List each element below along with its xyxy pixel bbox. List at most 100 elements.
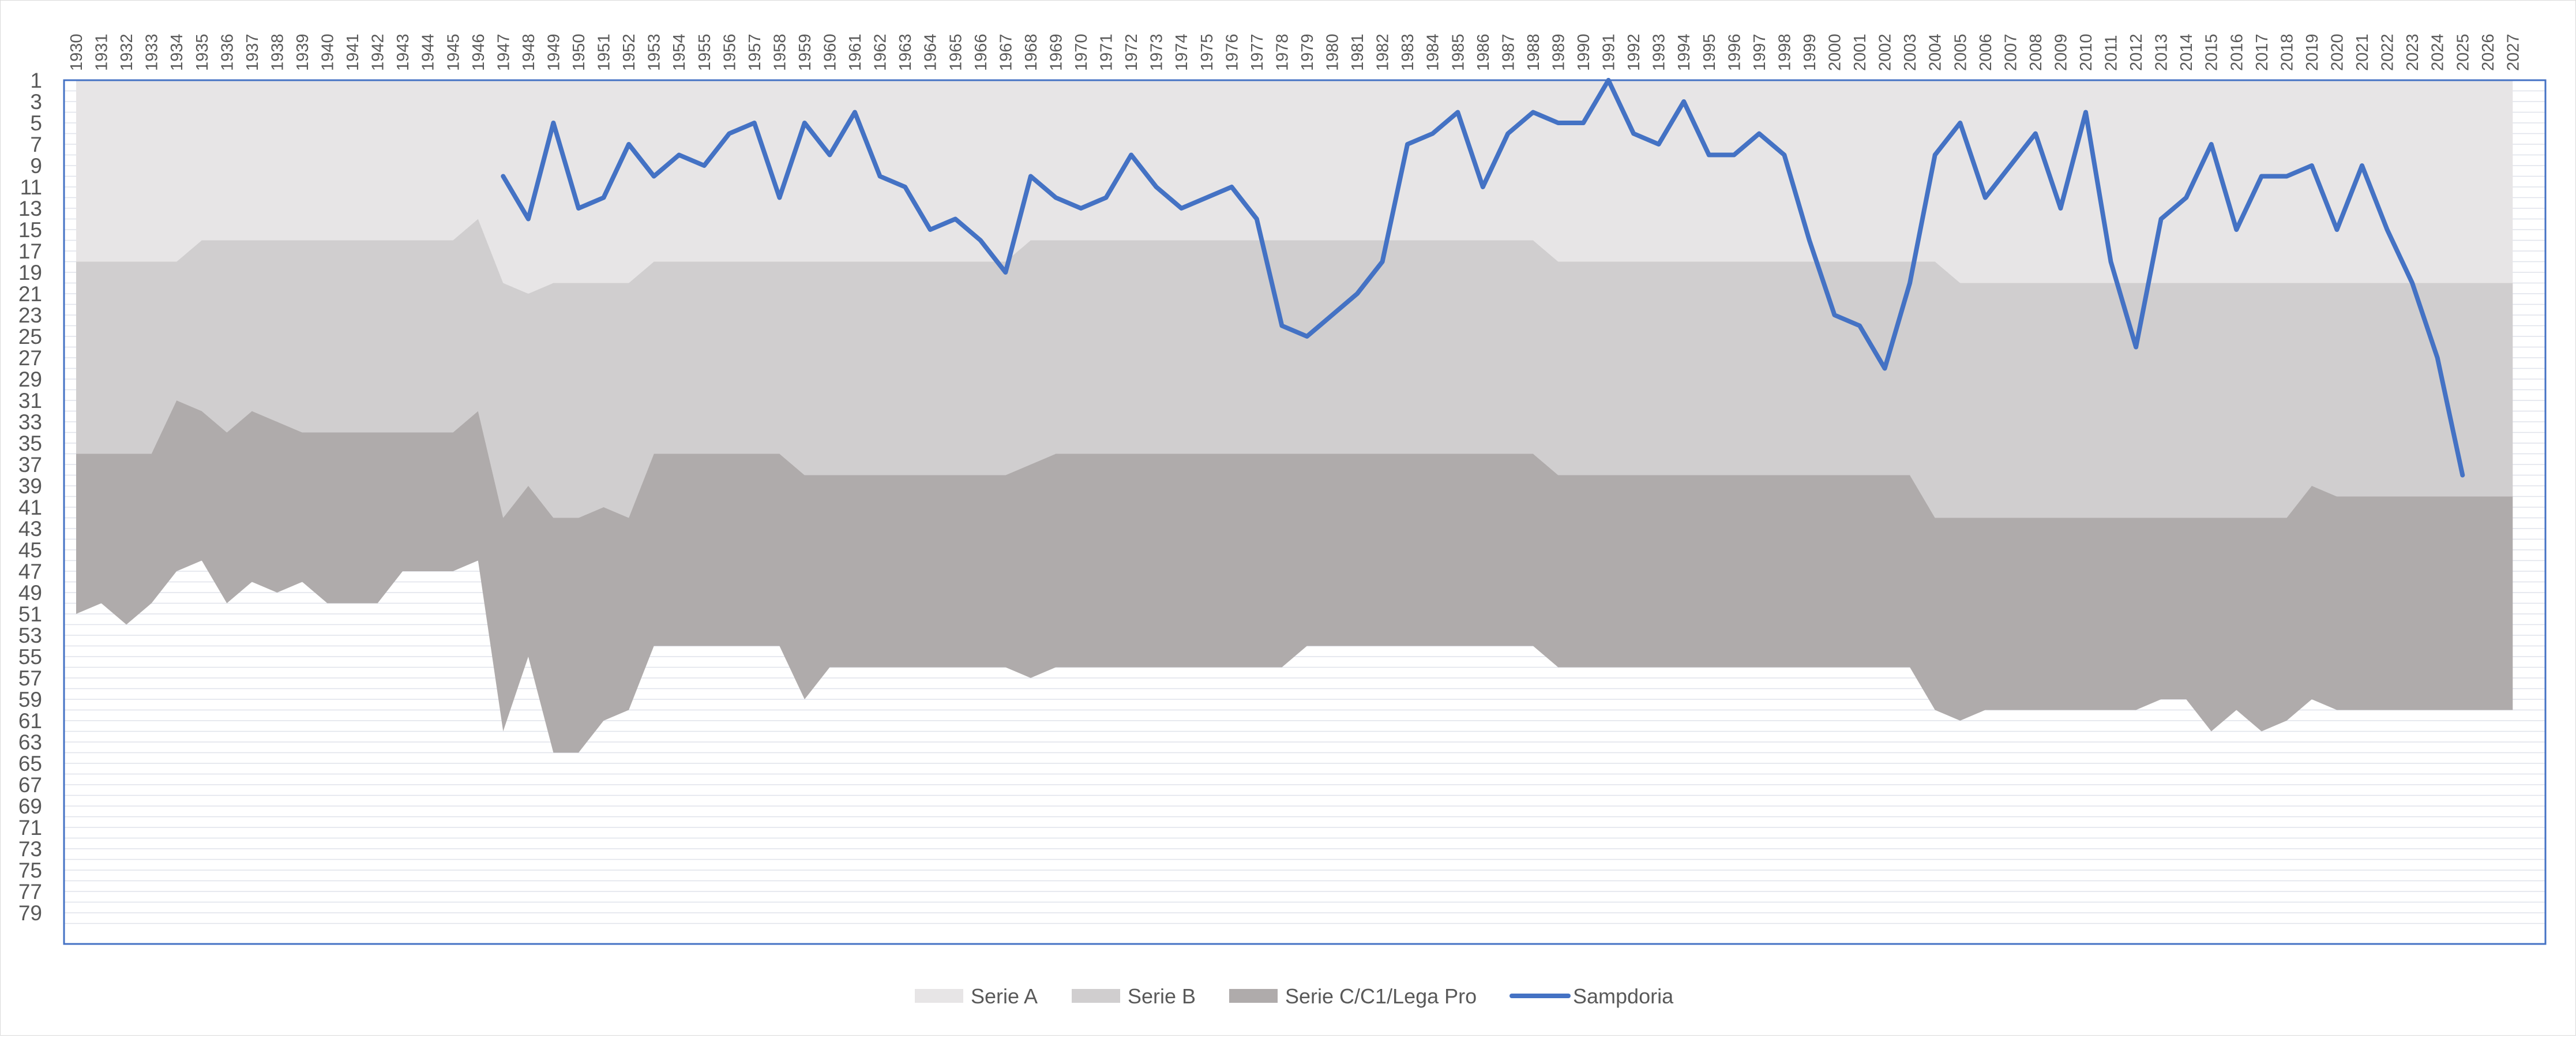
x-tick-label: 2018 [2278,33,2296,71]
x-tick-label: 2014 [2177,33,2196,71]
x-tick-label: 1934 [168,33,186,71]
x-tick-label: 2008 [2027,33,2045,71]
y-tick-label: 29 [18,368,42,391]
x-tick-label: 1966 [972,33,990,71]
x-tick-label: 2004 [1927,33,1945,71]
y-tick-label: 11 [20,175,42,199]
y-tick-label: 75 [18,859,42,882]
x-tick-label: 1999 [1801,33,1819,71]
x-tick-label: 2019 [2303,33,2322,71]
y-tick-label: 61 [18,709,42,733]
x-tick-label: 1998 [1775,33,1794,71]
x-tick-label: 1965 [947,33,965,71]
x-tick-label: 1979 [1298,33,1317,71]
x-tick-label: 1972 [1122,33,1141,71]
legend-item: Serie A [915,984,1038,1008]
x-tick-label: 2010 [2077,33,2096,71]
x-tick-label: 2016 [2228,33,2246,71]
legend-item: Serie B [1072,984,1196,1008]
x-tick-label: 1969 [1047,33,1065,71]
x-tick-label: 1981 [1349,33,1367,71]
x-tick-label: 1932 [118,33,136,71]
y-tick-label: 15 [18,218,42,242]
x-tick-label: 1936 [218,33,236,71]
y-tick-label: 53 [18,624,42,647]
x-tick-label: 2024 [2429,33,2447,71]
x-tick-label: 1933 [143,33,162,71]
x-tick-label: 1992 [1625,33,1643,71]
x-tick-label: 2009 [2052,33,2070,71]
x-tick-label: 2006 [1977,33,1995,71]
y-tick-label: 13 [18,197,42,220]
x-tick-label: 2027 [2504,33,2522,71]
y-tick-label: 17 [18,239,42,263]
x-tick-label: 1963 [896,33,915,71]
y-tick-label: 41 [18,496,42,519]
y-tick-label: 27 [18,346,42,370]
x-tick-label: 1991 [1600,33,1619,71]
x-tick-label: 1988 [1524,33,1543,71]
x-tick-label: 1941 [344,33,362,71]
y-tick-label: 37 [18,453,42,477]
x-tick-label: 2025 [2454,33,2472,71]
y-tick-label: 71 [18,816,42,840]
x-tick-label: 1989 [1549,33,1568,71]
legend-item: Sampdoria [1509,984,1674,1008]
x-tick-label: 1977 [1248,33,1267,71]
x-tick-label: 1994 [1675,33,1693,71]
x-tick-label: 1952 [620,33,639,71]
y-tick-label: 7 [30,133,42,156]
x-tick-label: 1962 [872,33,890,71]
x-tick-label: 1967 [997,33,1015,71]
y-tick-label: 43 [18,517,42,541]
area-serie-a [76,80,2513,294]
x-tick-label: 2017 [2253,33,2271,71]
x-tick-label: 1947 [494,33,513,71]
y-tick-label: 23 [18,303,42,327]
y-tick-label: 1 [30,69,42,92]
x-tick-label: 1993 [1650,33,1669,71]
x-tick-label: 1996 [1725,33,1744,71]
y-tick-label: 19 [18,261,42,284]
y-tick-label: 69 [18,795,42,818]
legend: Serie A Serie B Serie C/C1/Lega Pro Sampdor… [915,984,1674,1008]
x-tick-label: 1980 [1324,33,1342,71]
x-tick-label: 1949 [545,33,563,71]
x-tick-label: 1939 [294,33,312,71]
x-tick-label: 1995 [1700,33,1719,71]
x-tick-label: 2005 [1951,33,1970,71]
y-tick-label: 67 [18,773,42,797]
x-tick-label: 1968 [1022,33,1041,71]
x-tick-label: 1997 [1751,33,1769,71]
x-tick-label: 1964 [922,33,940,71]
y-tick-label: 9 [30,154,42,178]
legend-label: Sampdoria [1573,984,1674,1008]
area-serie-c-c1-lega-pro [76,400,2513,753]
x-axis-tick-labels: 1930 1931 1932 1933 1934 1935 1936 1937 1938 1939… [67,33,2522,71]
x-tick-label: 1986 [1474,33,1493,71]
y-tick-label: 59 [18,688,42,711]
line-series [501,78,2465,478]
x-tick-label: 1953 [645,33,664,71]
y-tick-label: 25 [18,325,42,349]
x-tick-label: 1938 [268,33,287,71]
x-tick-label: 2015 [2203,33,2221,71]
legend-label: Serie A [971,984,1038,1008]
y-tick-label: 55 [18,645,42,669]
area-bands [76,80,2513,753]
x-tick-label: 1978 [1273,33,1291,71]
x-tick-label: 1973 [1148,33,1166,71]
x-tick-label: 1944 [419,33,438,71]
x-tick-label: 2022 [2379,33,2397,71]
legend-label: Serie C/C1/Lega Pro [1285,984,1477,1008]
x-tick-label: 2012 [2127,33,2146,71]
x-tick-label: 1975 [1198,33,1216,71]
x-tick-label: 1946 [470,33,488,71]
x-tick-label: 2001 [1851,33,1869,71]
x-tick-label: 1951 [595,33,614,71]
y-tick-label: 51 [18,602,42,626]
x-tick-label: 1987 [1499,33,1518,71]
y-tick-label: 63 [18,730,42,754]
y-tick-label: 31 [18,389,42,413]
y-tick-label: 65 [18,752,42,775]
